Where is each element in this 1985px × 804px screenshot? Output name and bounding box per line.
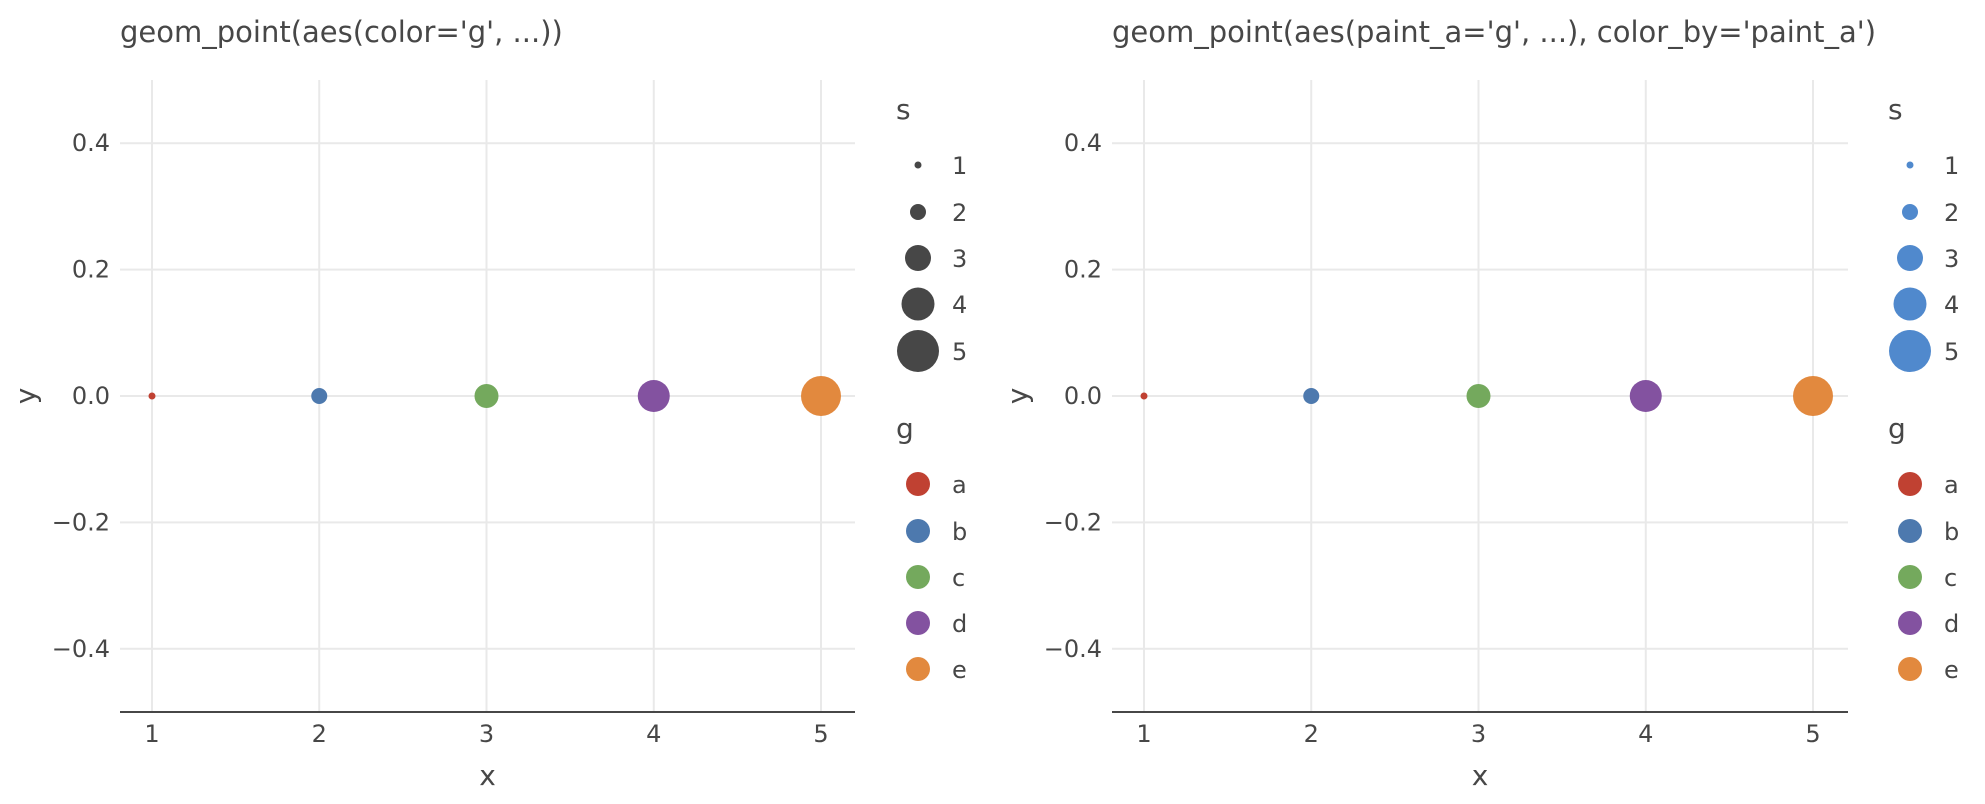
color-legend-label: b [952, 518, 967, 546]
chart-title: geom_point(aes(color='g', ...)) [120, 15, 563, 49]
size-legend-label: 3 [1944, 245, 1959, 273]
size-legend-marker [905, 245, 931, 271]
color-legend-marker [906, 565, 930, 589]
color-legend-label: b [1944, 518, 1959, 546]
color-legend-marker [906, 472, 930, 496]
color-legend-label: d [1944, 610, 1959, 638]
color-legend-title: g [1888, 412, 1906, 445]
x-tick-label: 3 [479, 720, 494, 748]
y-tick-label: −0.2 [52, 508, 110, 536]
size-legend-label: 1 [952, 152, 967, 180]
data-point [1466, 384, 1491, 408]
size-legend-marker [1897, 245, 1923, 271]
y-axis-label: y [1001, 388, 1034, 405]
x-tick-label: 1 [1136, 720, 1151, 748]
size-legend-marker [910, 204, 926, 220]
color-legend-marker [906, 657, 930, 681]
color-legend-label: a [1944, 471, 1959, 499]
data-point [474, 384, 499, 408]
size-legend-label: 4 [952, 291, 967, 319]
x-tick-label: 1 [144, 720, 159, 748]
size-legend-marker [1893, 287, 1927, 321]
size-legend-label: 2 [1944, 199, 1959, 227]
color-legend-label: c [1944, 564, 1957, 592]
y-tick-label: 0.2 [1064, 256, 1102, 284]
size-legend-label: 1 [1944, 152, 1959, 180]
data-point [1140, 392, 1148, 400]
color-legend-label: e [1944, 656, 1959, 684]
size-legend-label: 4 [1944, 291, 1959, 319]
x-tick-label: 3 [1471, 720, 1486, 748]
color-legend-marker [1898, 519, 1922, 543]
size-legend-marker [901, 287, 935, 321]
x-tick-label: 5 [1805, 720, 1820, 748]
y-tick-label: −0.2 [1044, 508, 1102, 536]
y-tick-label: 0.4 [72, 129, 110, 157]
x-axis-label: x [1472, 759, 1489, 792]
data-point [148, 392, 156, 400]
y-tick-label: 0.0 [1064, 382, 1102, 410]
y-axis-label: y [9, 388, 42, 405]
size-legend-label: 2 [952, 199, 967, 227]
size-legend-marker [897, 330, 939, 372]
color-legend-label: d [952, 610, 967, 638]
color-legend-label: e [952, 656, 967, 684]
y-tick-label: −0.4 [1044, 635, 1102, 663]
color-legend-marker [906, 519, 930, 543]
x-tick-label: 2 [1304, 720, 1319, 748]
color-legend-marker [906, 611, 930, 635]
size-legend-label: 5 [1944, 338, 1959, 366]
y-tick-label: 0.2 [72, 256, 110, 284]
size-legend-marker [914, 161, 922, 169]
size-legend-title: s [896, 93, 911, 126]
y-tick-label: 0.4 [1064, 129, 1102, 157]
data-point [1793, 376, 1833, 416]
data-point [311, 388, 328, 404]
size-legend-marker [1902, 204, 1918, 220]
size-legend-marker [1906, 161, 1914, 169]
color-legend-label: c [952, 564, 965, 592]
color-legend-marker [1898, 565, 1922, 589]
data-point [1303, 388, 1320, 404]
x-tick-label: 4 [646, 720, 661, 748]
x-tick-label: 2 [312, 720, 327, 748]
size-legend-label: 3 [952, 245, 967, 273]
x-axis-label: x [479, 759, 496, 792]
color-legend-marker [1898, 657, 1922, 681]
size-legend-marker [1889, 330, 1931, 372]
x-tick-label: 5 [813, 720, 828, 748]
size-legend-label: 5 [952, 338, 967, 366]
color-legend-label: a [952, 471, 967, 499]
y-tick-label: −0.4 [52, 635, 110, 663]
color-legend-marker [1898, 611, 1922, 635]
data-point [637, 380, 670, 412]
data-point [801, 376, 841, 416]
color-legend-title: g [896, 412, 914, 445]
data-point [1629, 380, 1662, 412]
size-legend-title: s [1888, 93, 1903, 126]
color-legend-marker [1898, 472, 1922, 496]
y-tick-label: 0.0 [72, 382, 110, 410]
x-tick-label: 4 [1638, 720, 1653, 748]
chart-title: geom_point(aes(paint_a='g', ...), color_… [1112, 15, 1876, 49]
